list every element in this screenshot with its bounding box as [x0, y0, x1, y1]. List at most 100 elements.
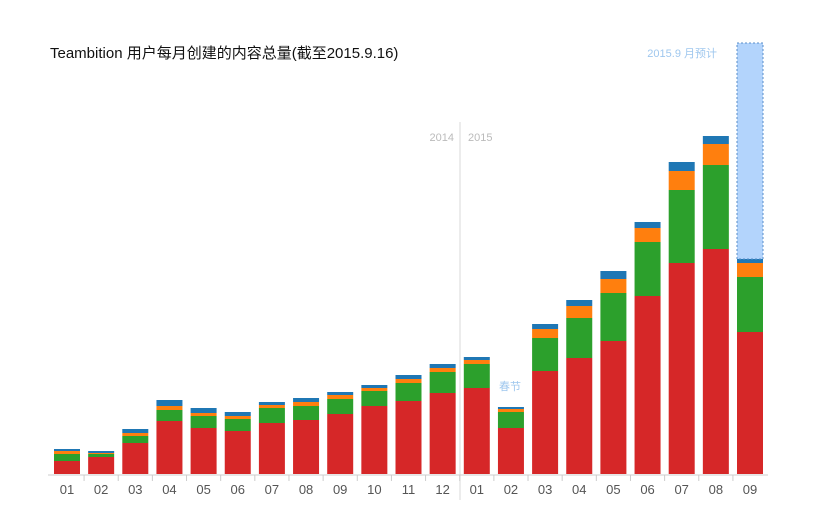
bar-red-15	[532, 371, 559, 474]
bar-green-9	[327, 399, 354, 414]
bar-blue-20	[702, 136, 729, 144]
bar-orange-16	[566, 306, 593, 318]
x-tick-label: 02	[504, 482, 518, 497]
bar-red-13	[463, 388, 490, 474]
bar-blue-19	[668, 162, 695, 171]
year-label-2014: 2014	[430, 132, 454, 144]
bar-orange-15	[532, 329, 559, 338]
x-ticks: 01 02 03 04 05 06 07 08 09 10 11 12 01 02 03 04 05 06 07 08…	[60, 475, 757, 497]
x-tick-label: 02	[94, 482, 108, 497]
bar-blue-21	[737, 259, 763, 263]
bar-green-17	[600, 293, 627, 341]
x-tick-label: 07	[265, 482, 279, 497]
x-tick-label: 08	[299, 482, 313, 497]
annotation-spring-festival: 春节	[499, 380, 521, 393]
bar-green-1	[54, 454, 80, 461]
x-tick-label: 03	[538, 482, 552, 497]
bar-orange-21	[737, 263, 763, 277]
bar-blue-14	[497, 407, 524, 409]
bar-blue-17	[600, 271, 627, 279]
x-tick-label: 08	[709, 482, 723, 497]
bar-red-12	[429, 393, 456, 474]
bar-red-21	[737, 332, 763, 474]
x-tick-label: 12	[435, 482, 449, 497]
x-tick-label: 06	[231, 482, 245, 497]
bar-red-14	[497, 428, 524, 474]
bar-green-2	[88, 454, 115, 457]
bar-orange-19	[668, 171, 695, 190]
bar-orange-2	[88, 453, 115, 454]
bar-red-11	[395, 401, 422, 474]
bar-red-7	[258, 423, 285, 474]
bar-green-15	[532, 338, 559, 371]
bars	[54, 42, 764, 474]
bar-blue-18	[634, 222, 661, 228]
x-tick-label: 01	[470, 482, 484, 497]
bar-orange-6	[224, 416, 251, 419]
bar-orange-20	[702, 144, 729, 165]
x-tick-label: 04	[162, 482, 176, 497]
x-tick-label: 05	[196, 482, 210, 497]
bar-orange-13	[463, 360, 490, 364]
bar-green-5	[190, 416, 217, 428]
bar-red-5	[190, 428, 217, 474]
bar-green-10	[361, 391, 388, 406]
bar-blue-8	[293, 398, 320, 402]
bar-green-3	[122, 436, 149, 443]
year-label-2015: 2015	[468, 132, 492, 144]
bar-orange-1	[54, 451, 80, 454]
bar-blue-15	[532, 324, 559, 329]
x-tick-label: 09	[743, 482, 757, 497]
bar-red-2	[88, 457, 115, 474]
bar-red-3	[122, 443, 149, 474]
bar-blue-3	[122, 429, 149, 433]
x-tick-label: 07	[674, 482, 688, 497]
bar-orange-17	[600, 279, 627, 293]
chart-title: Teambition 用户每月创建的内容总量(截至2015.9.16)	[50, 45, 398, 62]
bar-orange-7	[258, 405, 285, 408]
bar-blue-1	[54, 449, 80, 451]
annotation-projection: 2015.9 月预计	[647, 47, 717, 60]
bar-orange-8	[293, 402, 320, 406]
x-tick-label: 10	[367, 482, 381, 497]
bar-green-13	[463, 364, 490, 388]
x-tick-label: 05	[606, 482, 620, 497]
bar-green-16	[566, 318, 593, 358]
bar-orange-14	[497, 409, 524, 412]
bar-blue-7	[258, 402, 285, 405]
bar-green-12	[429, 372, 456, 393]
bar-green-4	[156, 410, 183, 421]
bar-green-7	[258, 408, 285, 423]
x-tick-label: 09	[333, 482, 347, 497]
bar-green-8	[293, 406, 320, 420]
bar-blue-12	[429, 364, 456, 368]
bar-blue-10	[361, 385, 388, 388]
bar-blue-13	[463, 357, 490, 360]
x-tick-label: 11	[402, 482, 416, 497]
bar-blue-11	[395, 375, 422, 379]
bar-blue-6	[224, 412, 251, 416]
bar-red-6	[224, 431, 251, 474]
bar-green-20	[702, 165, 729, 249]
bar-orange-4	[156, 406, 183, 410]
x-tick-label: 01	[60, 482, 74, 497]
bar-green-6	[224, 419, 251, 431]
bar-green-19	[668, 190, 695, 263]
bar-red-4	[156, 421, 183, 474]
bar-orange-3	[122, 433, 149, 436]
bar-red-20	[702, 249, 729, 474]
bar-orange-18	[634, 228, 661, 242]
bar-orange-11	[395, 379, 422, 383]
bar-orange-12	[429, 368, 456, 372]
bar-red-18	[634, 296, 661, 474]
bar-blue-16	[566, 300, 593, 306]
bar-projection-21	[736, 42, 764, 260]
bar-red-8	[293, 420, 320, 474]
bar-red-10	[361, 406, 388, 474]
bar-blue-9	[327, 392, 354, 395]
bar-orange-5	[190, 413, 217, 416]
bar-red-17	[600, 341, 627, 474]
bar-green-14	[497, 412, 524, 428]
bar-green-11	[395, 383, 422, 401]
x-tick-label: 03	[128, 482, 142, 497]
